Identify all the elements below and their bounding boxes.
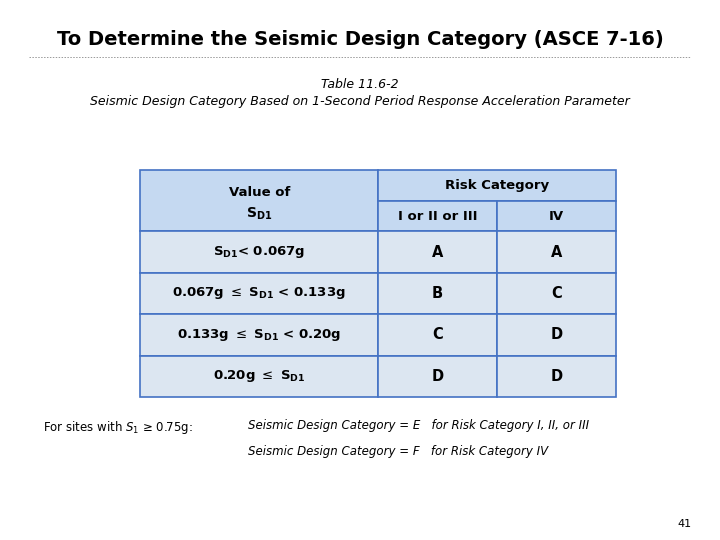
Text: IV: IV bbox=[549, 210, 564, 222]
Text: C: C bbox=[432, 327, 443, 342]
Text: B: B bbox=[432, 286, 443, 301]
Bar bbox=[497, 273, 616, 314]
Text: I or II or III: I or II or III bbox=[397, 210, 477, 222]
Bar bbox=[378, 201, 497, 231]
Text: $\mathbf{S_{D1}}$: $\mathbf{S_{D1}}$ bbox=[246, 206, 272, 222]
Text: 0.20g $\leq$ $\mathbf{S_{D1}}$: 0.20g $\leq$ $\mathbf{S_{D1}}$ bbox=[213, 368, 305, 384]
Bar bbox=[378, 231, 497, 273]
Text: C: C bbox=[551, 286, 562, 301]
Text: To Determine the Seismic Design Category (ASCE 7-16): To Determine the Seismic Design Category… bbox=[57, 30, 663, 49]
Text: D: D bbox=[431, 369, 444, 384]
Text: 41: 41 bbox=[677, 519, 691, 529]
Text: A: A bbox=[432, 245, 443, 260]
Text: Risk Category: Risk Category bbox=[445, 179, 549, 192]
Text: A: A bbox=[551, 245, 562, 260]
Text: For sites with $S_1$ ≥ 0.75g:: For sites with $S_1$ ≥ 0.75g: bbox=[43, 418, 193, 435]
Bar bbox=[140, 355, 378, 397]
Text: 0.133g $\leq$ $\mathbf{S_{D1}}$ < 0.20g: 0.133g $\leq$ $\mathbf{S_{D1}}$ < 0.20g bbox=[177, 327, 341, 343]
Bar bbox=[497, 201, 616, 231]
Text: Seismic Design Category Based on 1-Second Period Response Acceleration Parameter: Seismic Design Category Based on 1-Secon… bbox=[90, 94, 630, 107]
Bar bbox=[497, 355, 616, 397]
Text: 0.067g $\leq$ $\mathbf{S_{D1}}$ < 0.133g: 0.067g $\leq$ $\mathbf{S_{D1}}$ < 0.133g bbox=[172, 286, 346, 301]
Text: $\mathbf{S_{D1}}$< 0.067g: $\mathbf{S_{D1}}$< 0.067g bbox=[213, 244, 305, 260]
Bar bbox=[497, 231, 616, 273]
Bar bbox=[140, 314, 378, 355]
Bar bbox=[378, 273, 497, 314]
Bar bbox=[140, 273, 378, 314]
Bar bbox=[378, 355, 497, 397]
Text: Value of: Value of bbox=[228, 186, 290, 199]
Text: Seismic Design Category = F   for Risk Category IV: Seismic Design Category = F for Risk Cat… bbox=[248, 446, 549, 458]
Bar bbox=[378, 170, 616, 201]
Bar bbox=[140, 170, 378, 231]
Text: D: D bbox=[550, 327, 562, 342]
Bar bbox=[378, 314, 497, 355]
Text: D: D bbox=[550, 369, 562, 384]
Text: Table 11.6-2: Table 11.6-2 bbox=[321, 78, 399, 91]
Text: Seismic Design Category = E   for Risk Category I, II, or III: Seismic Design Category = E for Risk Cat… bbox=[248, 418, 590, 431]
Bar bbox=[497, 314, 616, 355]
Bar bbox=[140, 231, 378, 273]
